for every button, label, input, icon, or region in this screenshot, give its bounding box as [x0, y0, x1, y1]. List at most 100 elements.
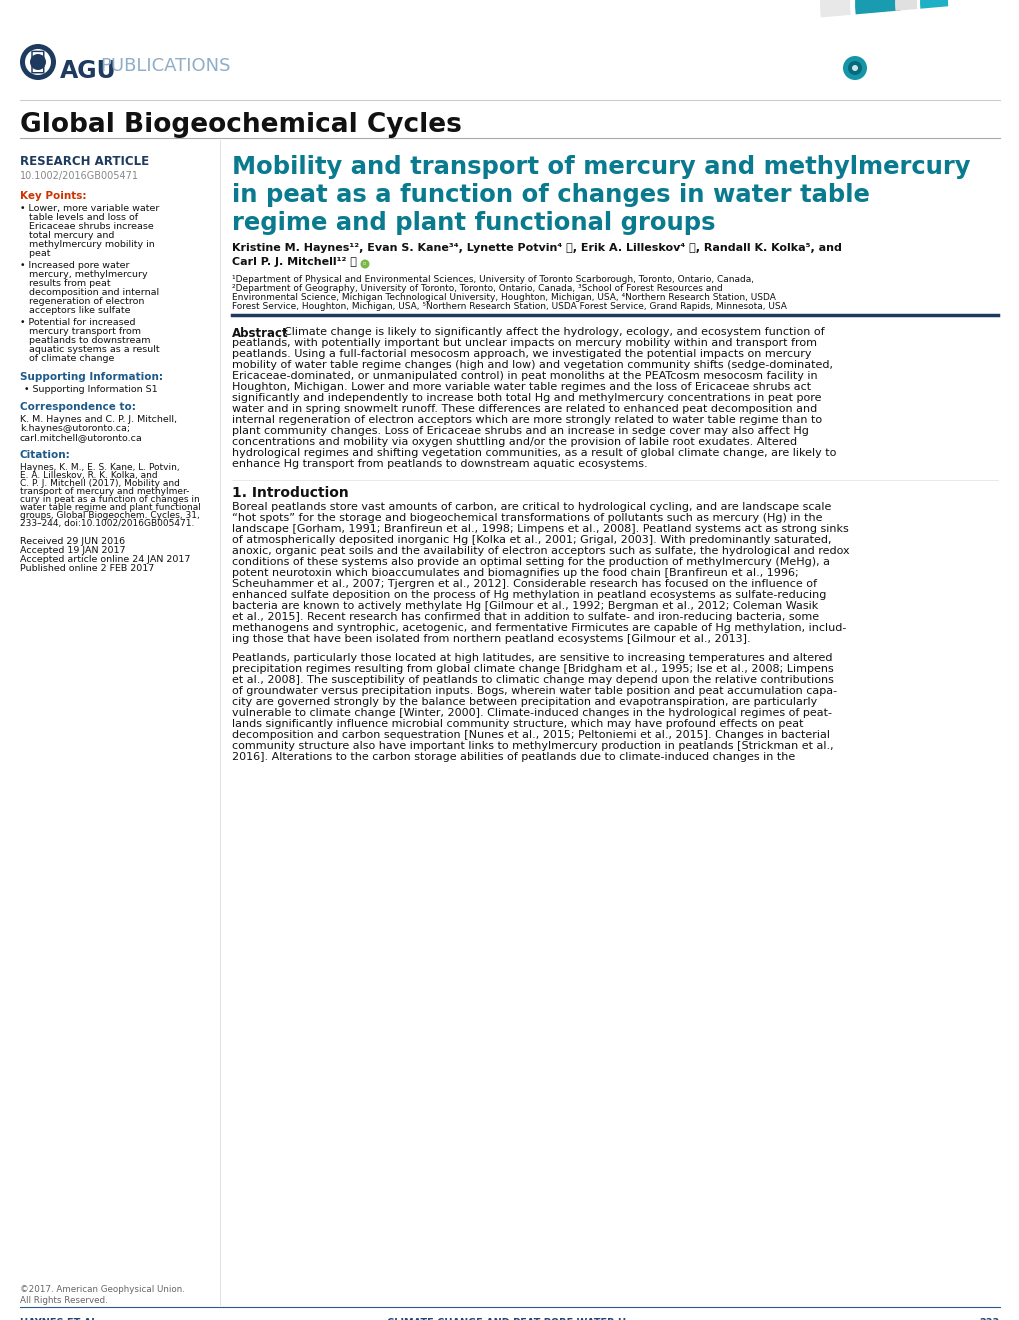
Text: Houghton, Michigan. Lower and more variable water table regimes and the loss of : Houghton, Michigan. Lower and more varia… [231, 381, 810, 392]
Text: Ericaceae-dominated, or unmanipulated control) in peat monoliths at the PEATcosm: Ericaceae-dominated, or unmanipulated co… [231, 371, 817, 381]
Text: Global Biogeochemical Cycles: Global Biogeochemical Cycles [20, 112, 462, 139]
Text: methylmercury mobility in: methylmercury mobility in [20, 240, 155, 249]
Circle shape [847, 61, 861, 75]
Text: All Rights Reserved.: All Rights Reserved. [20, 1296, 108, 1305]
Text: decomposition and internal: decomposition and internal [20, 288, 159, 297]
Text: Boreal peatlands store vast amounts of carbon, are critical to hydrological cycl: Boreal peatlands store vast amounts of c… [231, 502, 830, 512]
Text: enhance Hg transport from peatlands to downstream aquatic ecosystems.: enhance Hg transport from peatlands to d… [231, 459, 647, 469]
Text: bacteria are known to actively methylate Hg [Gilmour et al., 1992; Bergman et al: bacteria are known to actively methylate… [231, 601, 817, 611]
Circle shape [25, 49, 51, 75]
Text: of climate change: of climate change [20, 354, 114, 363]
Text: Supporting Information:: Supporting Information: [20, 372, 163, 381]
Text: 233–244, doi:10.1002/2016GB005471.: 233–244, doi:10.1002/2016GB005471. [20, 519, 195, 528]
Text: water table regime and plant functional: water table regime and plant functional [20, 503, 201, 512]
Text: Carl P. J. Mitchell¹² ⓘ: Carl P. J. Mitchell¹² ⓘ [231, 257, 357, 267]
Text: ¹Department of Physical and Environmental Sciences, University of Toronto Scarbo: ¹Department of Physical and Environmenta… [231, 275, 753, 284]
Text: • Increased pore water: • Increased pore water [20, 261, 129, 271]
Text: total mercury and: total mercury and [20, 231, 114, 240]
Text: of atmospherically deposited inorganic Hg [Kolka et al., 2001; Grigal, 2003]. Wi: of atmospherically deposited inorganic H… [231, 535, 830, 545]
Text: potent neurotoxin which bioaccumulates and biomagnifies up the food chain [Branf: potent neurotoxin which bioaccumulates a… [231, 568, 798, 578]
Text: peatlands to downstream: peatlands to downstream [20, 337, 151, 345]
Text: Received 29 JUN 2016: Received 29 JUN 2016 [20, 537, 125, 546]
Text: AGU: AGU [60, 59, 116, 83]
Text: CLIMATE CHANGE AND PEAT PORE WATER Hg: CLIMATE CHANGE AND PEAT PORE WATER Hg [386, 1317, 633, 1320]
Text: Mobility and transport of mercury and methylmercury: Mobility and transport of mercury and me… [231, 154, 969, 180]
Text: k.haynes@utoronto.ca;: k.haynes@utoronto.ca; [20, 424, 130, 433]
Text: Published online 2 FEB 2017: Published online 2 FEB 2017 [20, 564, 154, 573]
Text: 2016]. Alterations to the carbon storage abilities of peatlands due to climate-i: 2016]. Alterations to the carbon storage… [231, 752, 795, 762]
Text: internal regeneration of electron acceptors which are more strongly related to w: internal regeneration of electron accept… [231, 414, 821, 425]
Text: 10.1002/2016GB005471: 10.1002/2016GB005471 [20, 172, 139, 181]
Wedge shape [854, 0, 921, 15]
Text: Accepted 19 JAN 2017: Accepted 19 JAN 2017 [20, 546, 125, 554]
Circle shape [360, 260, 369, 268]
Text: hydrological regimes and shifting vegetation communities, as a result of global : hydrological regimes and shifting vegeta… [231, 447, 836, 458]
Circle shape [842, 55, 866, 81]
Text: Haynes, K. M., E. S. Kane, L. Potvin,: Haynes, K. M., E. S. Kane, L. Potvin, [20, 463, 179, 473]
Text: mercury transport from: mercury transport from [20, 327, 141, 337]
Text: Citation:: Citation: [20, 450, 70, 459]
Text: Ericaceae shrubs increase: Ericaceae shrubs increase [20, 222, 154, 231]
Text: transport of mercury and methylmer-: transport of mercury and methylmer- [20, 487, 190, 496]
Text: enhanced sulfate deposition on the process of Hg methylation in peatland ecosyst: enhanced sulfate deposition on the proce… [231, 590, 825, 601]
Text: of groundwater versus precipitation inputs. Bogs, wherein water table position a: of groundwater versus precipitation inpu… [231, 686, 837, 696]
Text: ©2017. American Geophysical Union.: ©2017. American Geophysical Union. [20, 1284, 184, 1294]
Text: peatlands, with potentially important but unclear impacts on mercury mobility wi: peatlands, with potentially important bu… [231, 338, 816, 348]
Text: lands significantly influence microbial community structure, which may have prof: lands significantly influence microbial … [231, 719, 803, 729]
Text: groups, Global Biogeochem. Cycles, 31,: groups, Global Biogeochem. Cycles, 31, [20, 511, 200, 520]
Circle shape [20, 44, 56, 81]
Text: plant community changes. Loss of Ericaceae shrubs and an increase in sedge cover: plant community changes. Loss of Ericace… [231, 426, 808, 436]
Text: significantly and independently to increase both total Hg and methylmercury conc: significantly and independently to incre… [231, 393, 820, 403]
Text: et al., 2015]. Recent research has confirmed that in addition to sulfate- and ir: et al., 2015]. Recent research has confi… [231, 612, 818, 622]
Text: Accepted article online 24 JAN 2017: Accepted article online 24 JAN 2017 [20, 554, 191, 564]
Text: RESEARCH ARTICLE: RESEARCH ARTICLE [20, 154, 149, 168]
Text: table levels and loss of: table levels and loss of [20, 213, 138, 222]
Text: acceptors like sulfate: acceptors like sulfate [20, 306, 130, 315]
Text: • Supporting Information S1: • Supporting Information S1 [24, 385, 158, 393]
Wedge shape [919, 0, 960, 9]
Text: Kristine M. Haynes¹², Evan S. Kane³⁴, Lynette Potvin⁴ ⓘ, Erik A. Lilleskov⁴ ⓘ, R: Kristine M. Haynes¹², Evan S. Kane³⁴, Ly… [231, 243, 841, 253]
Text: water and in spring snowmelt runoff. These differences are related to enhanced p: water and in spring snowmelt runoff. The… [231, 404, 816, 414]
Text: conditions of these systems also provide an optimal setting for the production o: conditions of these systems also provide… [231, 557, 829, 568]
Text: Ⓜ: Ⓜ [30, 49, 46, 75]
Text: • Potential for increased: • Potential for increased [20, 318, 136, 327]
Text: et al., 2008]. The susceptibility of peatlands to climatic change may depend upo: et al., 2008]. The susceptibility of pea… [231, 675, 834, 685]
Text: in peat as a function of changes in water table: in peat as a function of changes in wate… [231, 183, 869, 207]
Wedge shape [819, 0, 879, 17]
Text: Peatlands, particularly those located at high latitudes, are sensitive to increa: Peatlands, particularly those located at… [231, 653, 832, 663]
Text: results from peat: results from peat [20, 279, 110, 288]
Text: Environmental Science, Michigan Technological University, Houghton, Michigan, US: Environmental Science, Michigan Technolo… [231, 293, 775, 302]
Text: landscape [Gorham, 1991; Branfireun et al., 1998; Limpens et al., 2008]. Peatlan: landscape [Gorham, 1991; Branfireun et a… [231, 524, 848, 535]
Text: decomposition and carbon sequestration [Nunes et al., 2015; Peltoniemi et al., 2: decomposition and carbon sequestration [… [231, 730, 829, 741]
Text: iD: iD [363, 261, 367, 267]
Text: 1. Introduction: 1. Introduction [231, 486, 348, 500]
Text: community structure also have important links to methylmercury production in pea: community structure also have important … [231, 741, 833, 751]
Text: HAYNES ET AL.: HAYNES ET AL. [20, 1317, 101, 1320]
Text: cury in peat as a function of changes in: cury in peat as a function of changes in [20, 495, 200, 504]
Text: Scheuhammer et al., 2007; Tjergren et al., 2012]. Considerable research has focu: Scheuhammer et al., 2007; Tjergren et al… [231, 579, 816, 589]
Text: K. M. Haynes and C. P. J. Mitchell,: K. M. Haynes and C. P. J. Mitchell, [20, 414, 177, 424]
Text: Correspondence to:: Correspondence to: [20, 403, 136, 412]
Text: peatlands. Using a full-factorial mesocosm approach, we investigated the potenti: peatlands. Using a full-factorial mesoco… [231, 348, 811, 359]
Text: carl.mitchell@utoronto.ca: carl.mitchell@utoronto.ca [20, 433, 143, 442]
Text: anoxic, organic peat soils and the availability of electron acceptors such as su: anoxic, organic peat soils and the avail… [231, 546, 849, 556]
Text: city are governed strongly by the balance between precipitation and evapotranspi: city are governed strongly by the balanc… [231, 697, 816, 708]
Text: Key Points:: Key Points: [20, 191, 87, 201]
Text: “hot spots” for the storage and biogeochemical transformations of pollutants suc: “hot spots” for the storage and biogeoch… [231, 513, 821, 523]
Circle shape [30, 54, 46, 70]
Text: aquatic systems as a result: aquatic systems as a result [20, 345, 159, 354]
Text: ²Department of Geography, University of Toronto, Toronto, Ontario, Canada, ³Scho: ²Department of Geography, University of … [231, 284, 722, 293]
Text: vulnerable to climate change [Winter, 2000]. Climate-induced changes in the hydr: vulnerable to climate change [Winter, 20… [231, 708, 832, 718]
Text: E. A. Lilleskov, R. K. Kolka, and: E. A. Lilleskov, R. K. Kolka, and [20, 471, 158, 480]
Text: C. P. J. Mitchell (2017), Mobility and: C. P. J. Mitchell (2017), Mobility and [20, 479, 179, 488]
Text: peat: peat [20, 249, 51, 257]
Text: • Lower, more variable water: • Lower, more variable water [20, 205, 159, 213]
Text: 233: 233 [979, 1317, 999, 1320]
Text: precipitation regimes resulting from global climate change [Bridgham et al., 199: precipitation regimes resulting from glo… [231, 664, 833, 675]
Text: methanogens and syntrophic, acetogenic, and fermentative Firmicutes are capable : methanogens and syntrophic, acetogenic, … [231, 623, 846, 634]
Text: mobility of water table regime changes (high and low) and vegetation community s: mobility of water table regime changes (… [231, 360, 833, 370]
Text: Abstract: Abstract [231, 327, 288, 341]
Text: Climate change is likely to significantly affect the hydrology, ecology, and eco: Climate change is likely to significantl… [283, 327, 823, 337]
Text: PUBLICATIONS: PUBLICATIONS [100, 57, 230, 75]
Text: ing those that have been isolated from northern peatland ecosystems [Gilmour et : ing those that have been isolated from n… [231, 634, 750, 644]
